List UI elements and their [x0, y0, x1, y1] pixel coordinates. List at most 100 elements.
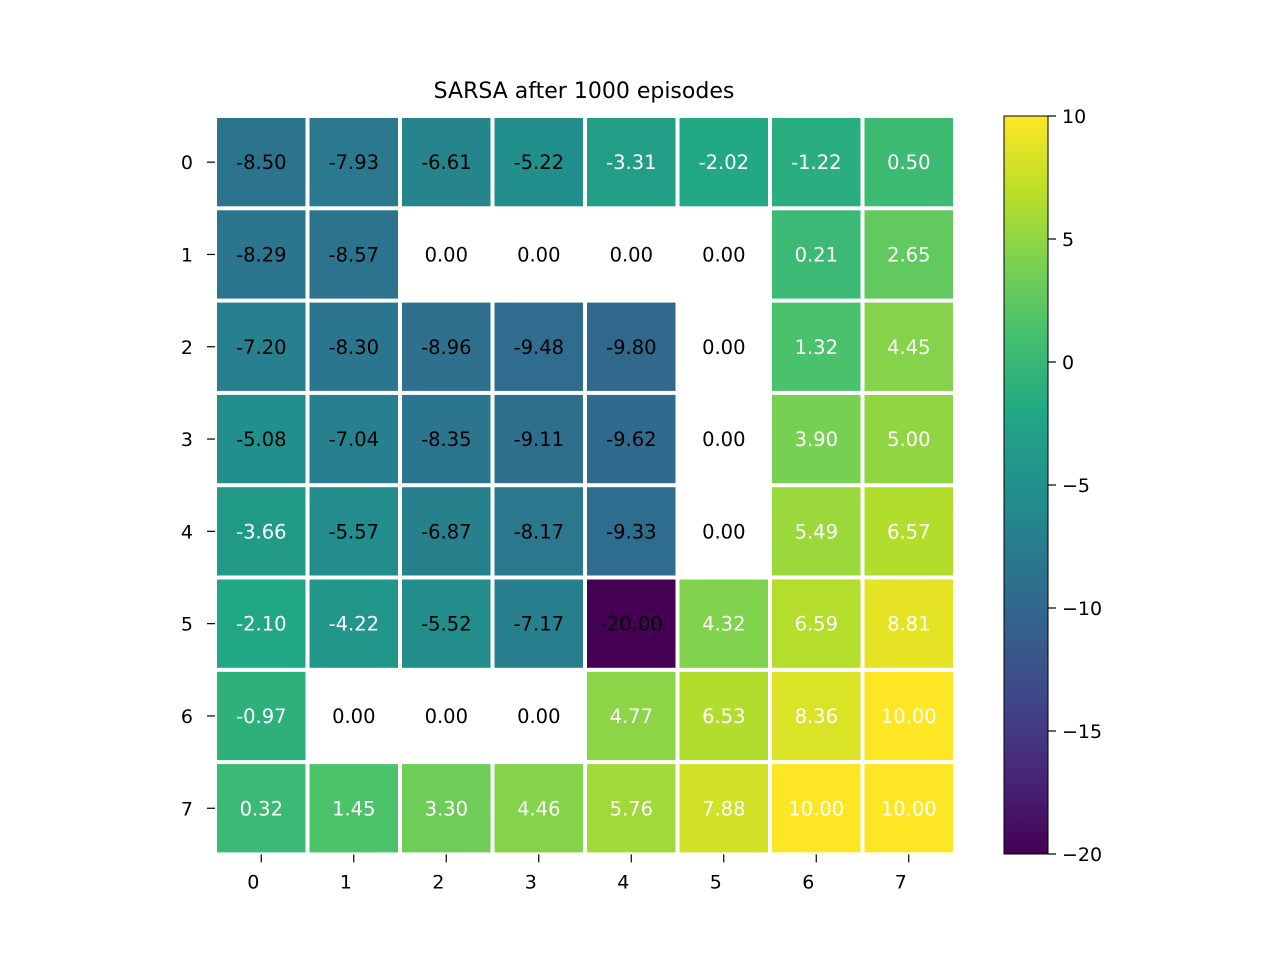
heatmap-cell	[494, 118, 583, 207]
heatmap-cell	[402, 579, 491, 668]
x-tick-label: 3	[525, 871, 537, 893]
heatmap-cell	[309, 302, 398, 391]
heatmap-cell	[679, 118, 768, 207]
cell-value-label: -5.22	[514, 151, 564, 174]
x-axis: 0 1 2 3 4 5 6 7	[247, 854, 910, 893]
heatmap-cell	[494, 764, 583, 853]
x-tick-label: 1	[340, 871, 352, 893]
colorbar-tick-label: −15	[1062, 721, 1102, 743]
heatmap-cell	[309, 487, 398, 576]
x-tick-label: 2	[432, 871, 444, 893]
cell-value-label: -8.30	[329, 336, 379, 359]
cell-value-label: 0.00	[425, 244, 468, 267]
cell-value-label: 10.00	[881, 797, 937, 820]
cell-value-label: -6.61	[421, 151, 471, 174]
heatmap-cell	[494, 487, 583, 576]
heatmap-cell	[772, 394, 861, 484]
heatmap-cell	[309, 394, 398, 484]
heatmap-cell	[772, 210, 861, 299]
y-tick-label: 3	[181, 429, 193, 451]
x-tick-label: 6	[802, 871, 814, 893]
cell-value-label: -3.66	[236, 520, 286, 543]
cell-value-label: -7.20	[236, 336, 286, 359]
heatmap-cell	[309, 764, 398, 853]
cell-value-label: 0.00	[425, 705, 468, 728]
heatmap-cell	[864, 394, 953, 484]
heatmap-cell	[587, 302, 676, 391]
cell-value-label: 0.00	[702, 244, 745, 267]
cell-value-label: -7.17	[514, 613, 564, 636]
heatmap-grid	[217, 118, 953, 853]
y-tick-label: 5	[181, 614, 193, 636]
heatmap-cell	[217, 302, 306, 391]
cell-value-label: -5.57	[329, 520, 379, 543]
cell-value-label: 5.49	[795, 520, 838, 543]
y-tick-label: 7	[181, 798, 193, 820]
cell-value-label: 4.45	[887, 336, 930, 359]
cell-value-label: 10.00	[788, 797, 844, 820]
cell-value-label: -8.57	[329, 244, 379, 267]
cell-value-label: -6.87	[421, 520, 471, 543]
cell-value-label: -5.08	[236, 428, 286, 451]
cell-value-label: -9.48	[514, 336, 564, 359]
cell-value-label: 1.32	[795, 336, 838, 359]
heatmap-cell	[772, 302, 861, 391]
heatmap-cell	[402, 118, 491, 207]
cell-value-label: 10.00	[881, 705, 937, 728]
heatmap-cell	[217, 671, 306, 761]
cell-value-label: 0.50	[887, 151, 930, 174]
cell-value-label: -9.11	[514, 428, 564, 451]
heatmap-cell	[309, 210, 398, 299]
heatmap-cell	[217, 487, 306, 576]
heatmap-cell	[864, 579, 953, 668]
colorbar-gradient	[1003, 115, 1049, 855]
heatmap-cell	[494, 394, 583, 484]
colorbar-tick-label: 5	[1062, 229, 1074, 251]
cell-value-label: -20.00	[600, 613, 663, 636]
heatmap-cell	[587, 487, 676, 576]
heatmap-cell	[864, 118, 953, 207]
heatmap-cell-labels: -8.50 -7.93 -6.61 -5.22 -3.31 -2.02 -1.22 0.50 -…	[236, 151, 937, 820]
cell-value-label: 3.90	[795, 428, 838, 451]
cell-value-label: -1.22	[791, 151, 841, 174]
colorbar-tick-label: 0	[1062, 352, 1074, 374]
y-tick-label: 6	[181, 706, 193, 728]
heatmap-cell	[864, 302, 953, 391]
cell-value-label: 3.30	[425, 797, 468, 820]
heatmap-cell	[402, 764, 491, 853]
heatmap-cell	[402, 487, 491, 576]
cell-value-label: 0.21	[795, 244, 838, 267]
chart-title: SARSA after 1000 episodes	[434, 79, 735, 104]
colorbar-tick-label: −10	[1062, 598, 1102, 620]
cell-value-label: -9.62	[606, 428, 656, 451]
cell-value-label: 0.00	[702, 428, 745, 451]
heatmap-cell	[864, 210, 953, 299]
cell-value-label: 4.77	[610, 705, 653, 728]
cell-value-label: 6.57	[887, 520, 930, 543]
cell-value-label: -8.96	[421, 336, 471, 359]
cell-value-label: 0.32	[240, 797, 283, 820]
cell-value-label: 4.46	[517, 797, 560, 820]
cell-value-label: 1.45	[332, 797, 375, 820]
heatmap-cell	[772, 579, 861, 668]
cell-value-label: 7.88	[702, 797, 745, 820]
heatmap-cell	[402, 394, 491, 484]
y-tick-label: 1	[181, 244, 193, 266]
cell-value-label: 0.00	[702, 520, 745, 543]
heatmap-cell	[772, 671, 861, 761]
heatmap-cell	[772, 118, 861, 207]
cell-value-label: -8.29	[236, 244, 286, 267]
heatmap-cell	[217, 579, 306, 668]
cell-value-label: -4.22	[329, 613, 379, 636]
cell-value-label: -2.10	[236, 613, 286, 636]
colorbar-tick-label: −20	[1062, 844, 1102, 866]
x-tick-label: 4	[617, 871, 629, 893]
colorbar-tick-label: −5	[1062, 475, 1090, 497]
heatmap-cell	[679, 579, 768, 668]
cell-value-label: 0.00	[702, 336, 745, 359]
colorbar-ticks: 10 5 0 −5 −10 −15 −20	[1048, 106, 1102, 866]
heatmap-cell	[864, 764, 953, 853]
cell-value-label: -5.52	[421, 613, 471, 636]
x-tick-label: 0	[247, 871, 259, 893]
y-tick-label: 0	[181, 152, 193, 174]
